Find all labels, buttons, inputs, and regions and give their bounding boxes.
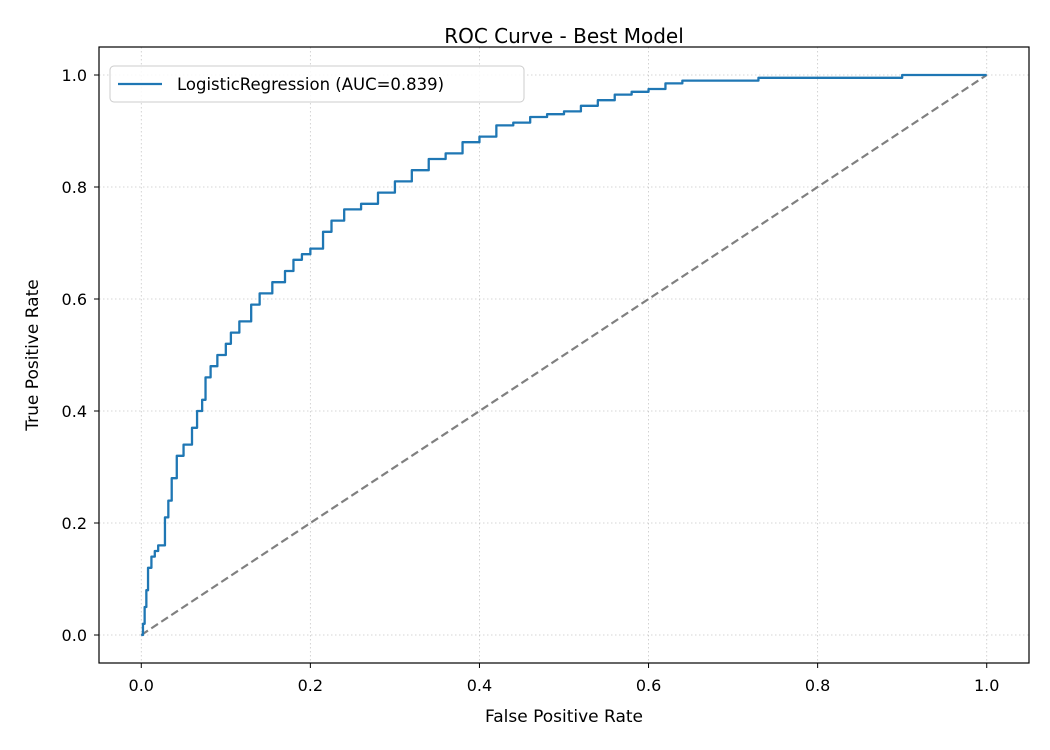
chart-title: ROC Curve - Best Model	[444, 24, 684, 48]
x-axis-label: False Positive Rate	[485, 707, 643, 727]
legend: LogisticRegression (AUC=0.839)	[109, 65, 525, 103]
y-tick-label: 1.0	[62, 66, 87, 85]
baseline-diagonal-line	[140, 74, 988, 636]
legend-label: LogisticRegression (AUC=0.839)	[177, 75, 444, 94]
ticks: 0.0 0.2 0.4 0.6 0.8 1.0 0.0 0.2 0.4 0.6 0.8 1.0	[62, 66, 1000, 695]
y-tick-label: 0.0	[62, 626, 87, 645]
x-tick-label: 0.0	[129, 676, 154, 695]
series-layer	[140, 73, 988, 637]
y-tick-label: 0.6	[62, 290, 87, 309]
y-tick-label: 0.8	[62, 178, 87, 197]
y-axis-label: True Positive Rate	[23, 279, 43, 431]
x-tick-label: 1.0	[974, 676, 999, 695]
x-tick-label: 0.6	[636, 676, 661, 695]
legend-box	[109, 65, 525, 103]
x-tick-label: 0.4	[467, 676, 492, 695]
x-tick-label: 0.8	[805, 676, 830, 695]
x-tick-label: 0.2	[298, 676, 323, 695]
roc-curve-line	[141, 73, 987, 637]
grid	[99, 47, 1029, 663]
y-tick-label: 0.4	[62, 402, 87, 421]
plot-frame	[98, 46, 1030, 664]
y-tick-label: 0.2	[62, 514, 87, 533]
